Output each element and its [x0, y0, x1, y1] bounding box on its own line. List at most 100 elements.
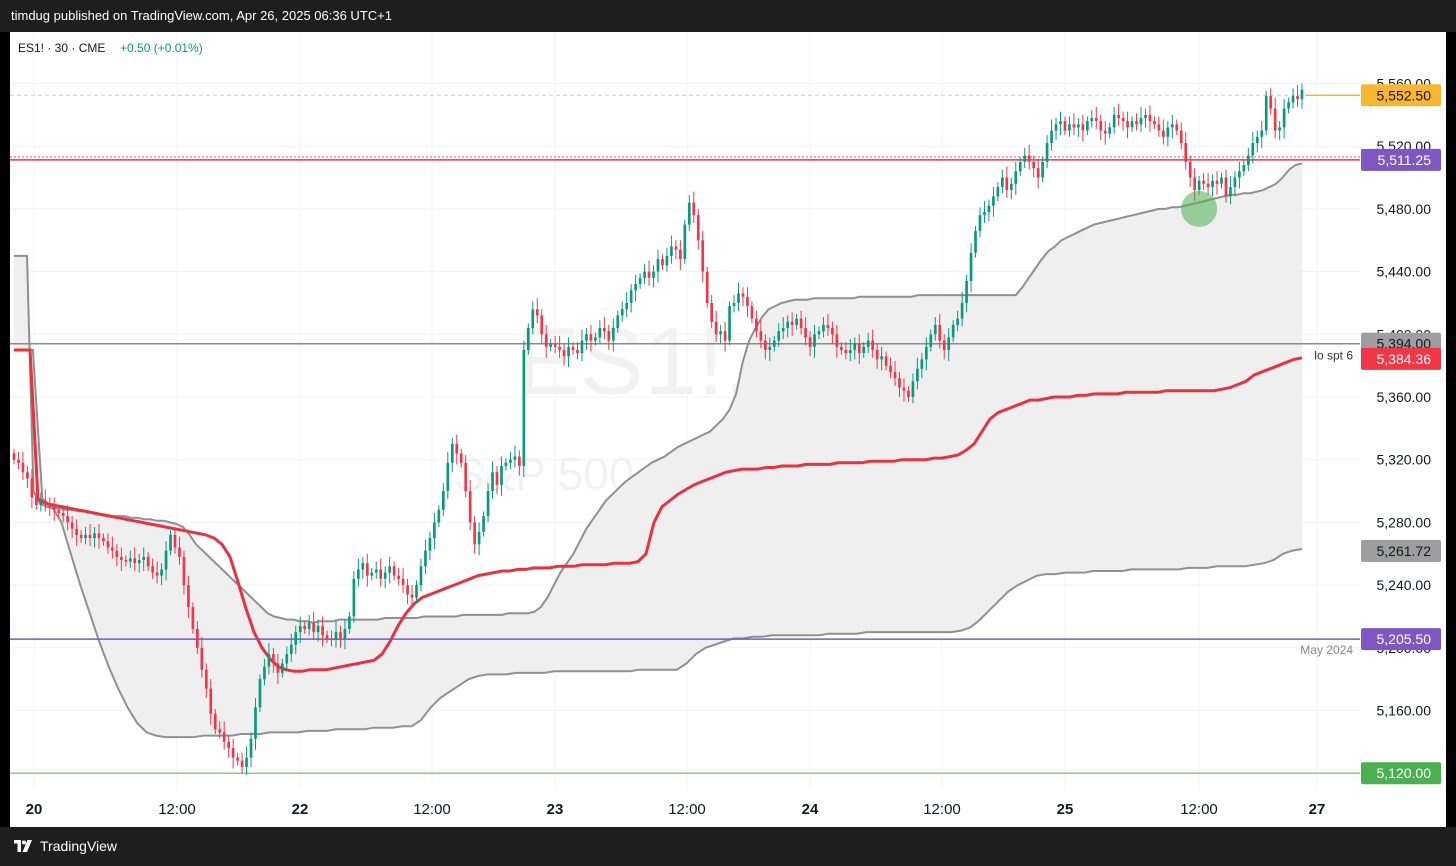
candle-body	[106, 541, 110, 548]
candle-body	[1238, 171, 1241, 178]
candle-body	[245, 757, 248, 767]
candle-body	[1251, 143, 1255, 156]
candle-body	[1005, 177, 1009, 191]
candle-body	[321, 625, 324, 636]
candle-body	[647, 271, 651, 278]
top-bar: timdug published on TradingView.com, Apr…	[0, 0, 1456, 32]
candle-body	[683, 224, 687, 260]
candle-body	[1009, 183, 1013, 191]
candle-body	[616, 315, 620, 329]
candle-body	[755, 318, 758, 332]
price-label-text: 5,205.50	[1377, 631, 1432, 647]
candle-body	[231, 748, 235, 758]
candle-body	[965, 281, 968, 303]
candle-body	[30, 478, 34, 498]
candle-body	[522, 349, 526, 466]
candle-body	[204, 669, 208, 689]
candle-body	[424, 550, 427, 567]
candle-body	[392, 566, 396, 576]
candle-body	[670, 246, 673, 256]
candle-body	[947, 337, 951, 350]
price-chart[interactable]: ES1!, 30 S&P 500 E-mini Futures lo spt 6…	[10, 32, 1446, 827]
legend-symbol: ES1! · 30 · CME	[18, 41, 105, 55]
candle-body	[1117, 114, 1120, 118]
candle-body	[43, 500, 47, 504]
candle-body	[249, 738, 253, 758]
candle-body	[728, 306, 731, 341]
candle-body	[325, 635, 329, 639]
price-label-text: 5,261.72	[1377, 543, 1432, 559]
candle-body	[611, 328, 615, 341]
candle-body	[620, 309, 624, 316]
highlight-circle	[1181, 190, 1218, 227]
horizontal-levels: lo spt 6 May 2024	[10, 94, 1360, 774]
candle-body	[540, 315, 544, 335]
candle-body	[178, 547, 181, 557]
candle-body	[880, 356, 883, 360]
candle-body	[826, 324, 830, 329]
candle-body	[983, 212, 986, 216]
candle-body	[661, 259, 664, 266]
price-label-box	[1361, 148, 1441, 171]
candle-body	[48, 503, 52, 507]
candle-body	[66, 516, 70, 523]
candle-body	[1126, 121, 1129, 128]
candle-body	[361, 563, 365, 570]
y-tick-label: 5,160.00	[1377, 703, 1432, 719]
candle-body	[1220, 177, 1223, 184]
candle-body	[898, 378, 901, 388]
candle-body	[316, 625, 320, 633]
candle-body	[272, 654, 275, 664]
brand[interactable]: TradingView	[12, 838, 117, 854]
price-label-box	[1361, 84, 1441, 107]
price-label-text: 5,552.50	[1377, 87, 1432, 103]
candle-body	[196, 628, 199, 648]
candle-body	[1135, 121, 1138, 125]
candle-body	[348, 616, 351, 629]
price-axis: 5,560.005,520.005,480.005,440.005,400.00…	[1377, 76, 1432, 782]
candle-body	[160, 569, 163, 576]
candle-body	[799, 318, 803, 329]
price-label-text: 5,120.00	[1377, 765, 1432, 781]
candle-body	[844, 349, 848, 354]
candle-body	[558, 346, 561, 350]
candle-body	[1291, 96, 1295, 103]
candle-body	[638, 277, 642, 285]
candle-body	[1063, 121, 1067, 131]
candle-body	[911, 381, 915, 397]
candle-body	[388, 566, 392, 573]
annotations	[1181, 190, 1218, 227]
candle-body	[455, 444, 459, 454]
candle-body	[772, 340, 776, 347]
candle-body	[857, 343, 861, 354]
candle-body	[169, 534, 172, 551]
candle-body	[710, 302, 714, 322]
candle-body	[1162, 130, 1165, 137]
candle-body	[70, 522, 74, 529]
candle-body	[607, 331, 611, 341]
y-tick-label: 5,480.00	[1377, 201, 1432, 217]
candle-body	[473, 522, 476, 545]
candle-body	[875, 349, 879, 360]
candle-body	[294, 632, 298, 645]
candle-body	[741, 293, 745, 297]
candle-body	[21, 462, 25, 473]
candle-body	[625, 302, 629, 310]
candle-body	[1072, 124, 1076, 128]
x-tick-label: 12:00	[923, 801, 961, 818]
candle-body	[102, 538, 105, 542]
candle-body	[848, 349, 852, 354]
candle-body	[634, 284, 637, 291]
candle-body	[433, 522, 436, 539]
chart-pane[interactable]: ES1!, 30 S&P 500 E-mini Futures lo spt 6…	[10, 32, 1446, 827]
candle-body	[1059, 121, 1062, 125]
candle-body	[415, 585, 418, 598]
candle-body	[370, 572, 374, 576]
candle-body	[267, 654, 271, 667]
candle-body	[795, 318, 798, 325]
candle-body	[254, 707, 257, 739]
candle-body	[813, 334, 816, 347]
candle-body	[969, 252, 973, 282]
candle-body	[133, 558, 137, 564]
candle-body	[446, 462, 450, 492]
